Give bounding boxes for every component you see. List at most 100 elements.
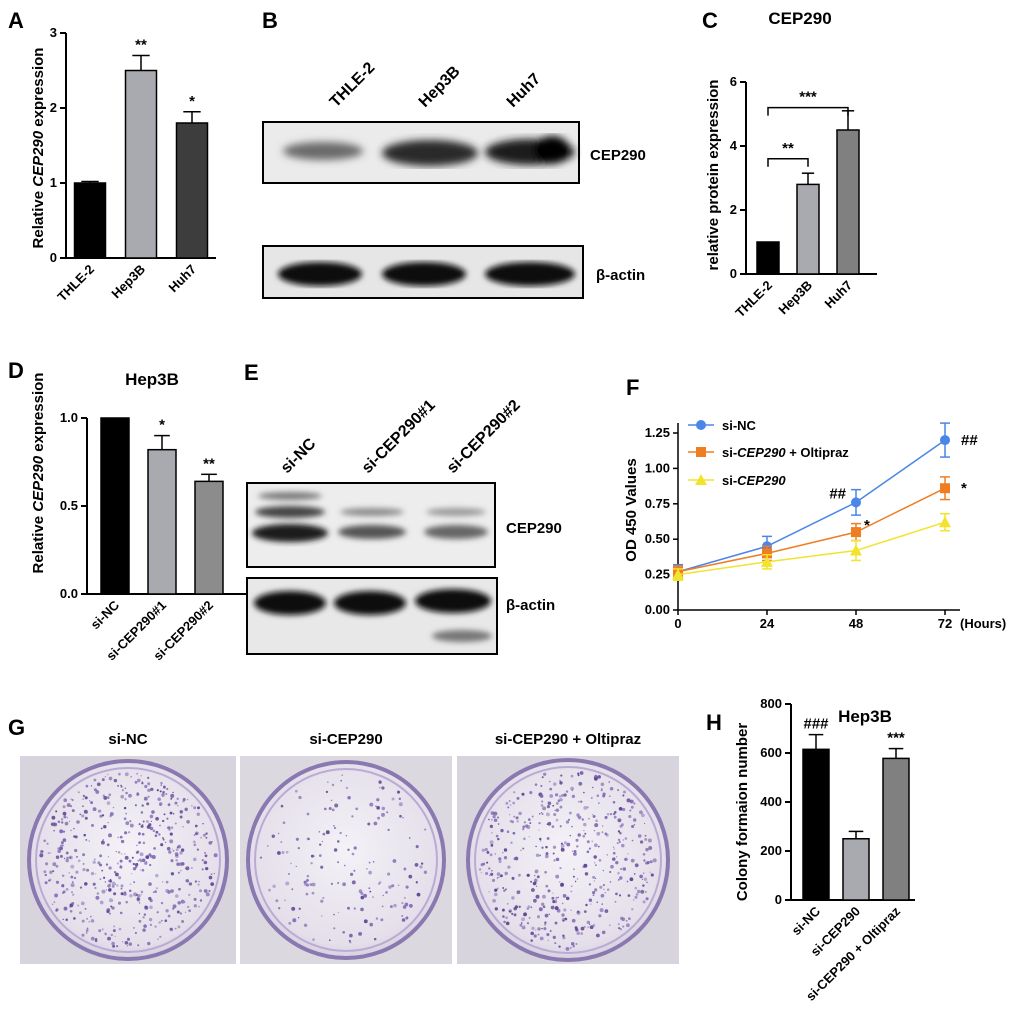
colony-dot (551, 896, 555, 900)
colony-dot (90, 936, 95, 941)
colony-dot (126, 937, 131, 941)
colony-dot (152, 891, 155, 894)
colony-dot (404, 897, 406, 899)
colony-dot (136, 792, 140, 796)
chart-h: Hep3B Colony formaion number 0 200 400 600 8… (734, 696, 915, 1004)
photo-label-si-nc: si-NC (108, 731, 147, 748)
colony-dot (61, 884, 65, 888)
chart-c-ytick-label: 2 (730, 202, 737, 217)
colony-dot (570, 942, 575, 946)
colony-dot (120, 892, 124, 896)
colony-dot (134, 863, 139, 867)
colony-dot (160, 843, 164, 847)
colony-dot (585, 903, 588, 907)
colony-dot (119, 865, 123, 869)
colony-dot (55, 864, 59, 868)
colony-dot (382, 894, 385, 897)
colony-dot (95, 873, 97, 875)
panel-letter-e: E (244, 360, 259, 385)
colony-dot (112, 929, 116, 933)
colony-dot (597, 775, 601, 779)
colony-dot (609, 870, 612, 874)
colony-dot (59, 844, 62, 847)
colony-dot (616, 842, 619, 845)
chart-f-series-line (677, 487, 946, 573)
colony-dot (57, 847, 60, 850)
colony-dot (639, 810, 643, 815)
colony-dot (533, 934, 537, 938)
colony-dot (203, 889, 208, 893)
colony-dot (549, 787, 553, 791)
colony-dot (378, 882, 381, 885)
panel-letter-b: B (262, 8, 278, 33)
colony-dot (548, 913, 550, 915)
colony-dot (170, 793, 175, 798)
colony-dot (73, 876, 77, 880)
colony-dot (99, 863, 103, 867)
colony-dot (373, 821, 378, 826)
colony-dot (404, 902, 409, 907)
colony-dot (199, 899, 203, 902)
colony-dot (644, 837, 648, 841)
colony-dot (321, 915, 323, 917)
colony-dot (185, 866, 190, 871)
colony-dot (629, 799, 634, 804)
colony-dot (141, 858, 146, 863)
colony-dot (65, 851, 69, 855)
colony-dot (82, 805, 84, 808)
colony-dot (45, 862, 49, 866)
colony-dot (149, 863, 152, 867)
colony-dot (368, 870, 372, 875)
colony-dot (544, 923, 547, 926)
colony-dot (414, 863, 419, 867)
colony-dot (74, 848, 78, 853)
colony-dot (114, 935, 116, 938)
colony-dot (92, 882, 96, 886)
colony-dot (565, 896, 570, 901)
chart-c-bracket-label: *** (799, 89, 817, 106)
colony-dot (555, 896, 558, 899)
colony-dot (168, 850, 172, 854)
colony-dot (622, 790, 627, 794)
colony-dot (333, 913, 335, 916)
colony-dot (615, 892, 618, 895)
colony-dot (125, 791, 128, 795)
colony-dot (100, 840, 105, 845)
colony-dot (564, 917, 568, 921)
colony-dot (110, 905, 113, 908)
colony-dot (629, 809, 632, 812)
colony-dot (603, 888, 605, 891)
colony-dot (60, 821, 64, 824)
colony-dot (195, 831, 199, 836)
colony-dot (583, 830, 585, 832)
colony-dot (622, 794, 625, 797)
chart-a: Relative CEP290 expression 0 1 2 3 THLE-2 ** H… (30, 25, 216, 304)
colony-dot (571, 942, 575, 946)
colony-dot (605, 816, 608, 818)
colony-dot (48, 879, 51, 882)
colony-dot (146, 825, 151, 829)
colony-dot (57, 820, 61, 824)
colony-dot (353, 869, 356, 872)
colony-dot (508, 910, 511, 913)
colony-dot (500, 828, 504, 833)
colony-dot (578, 781, 583, 786)
colony-dot (120, 839, 125, 844)
colony-dot (537, 933, 540, 936)
colony-dot (504, 871, 508, 876)
colony-dot (608, 924, 611, 927)
colony-dot (622, 867, 627, 871)
colony-dot (405, 916, 409, 920)
chart-f-point (940, 435, 950, 446)
colony-dot (626, 798, 631, 803)
colony-dot (481, 848, 485, 852)
colony-dot (135, 893, 138, 897)
colony-dot (182, 798, 186, 801)
colony-dot (583, 805, 588, 810)
colony-dot (545, 884, 549, 888)
colony-dot (342, 930, 346, 934)
colony-dot (590, 797, 593, 799)
chart-f-ylabel: OD 450 Values (623, 458, 640, 561)
colony-dot (208, 889, 211, 893)
